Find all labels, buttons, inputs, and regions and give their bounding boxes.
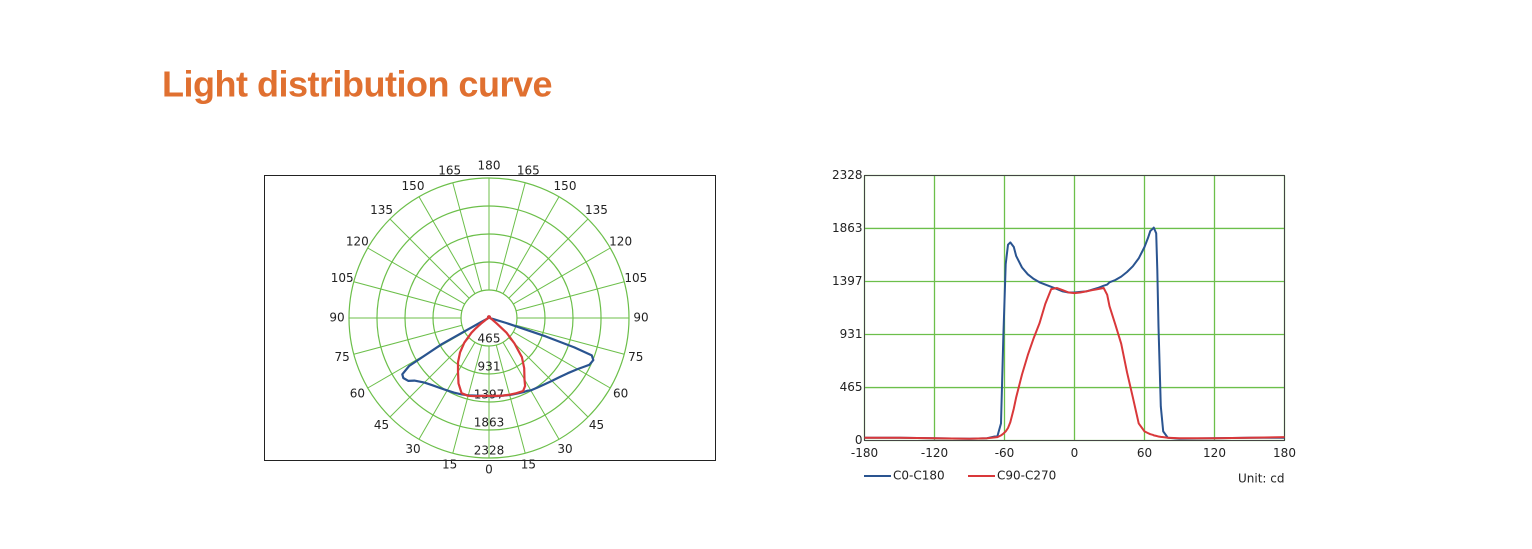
angle-tick-label: 135 [585, 203, 608, 217]
angle-tick-label: 45 [374, 418, 389, 432]
angle-tick-label: 45 [589, 418, 604, 432]
y-tick-label: 465 [840, 380, 863, 394]
x-tick-label: -180 [851, 446, 878, 460]
x-tick-label: -120 [921, 446, 948, 460]
angle-tick-label: 120 [609, 235, 632, 249]
angle-tick-label: 120 [346, 235, 369, 249]
angle-tick-label: 180 [478, 159, 501, 173]
angle-tick-label: 75 [335, 350, 350, 364]
legend-label: C0-C180 [893, 469, 945, 483]
grid-circle [432, 261, 546, 375]
annotation: Unit: cd [1238, 472, 1285, 486]
angle-tick-label: 90 [329, 311, 344, 325]
polar-curve [456, 315, 527, 398]
angle-tick-label: 90 [633, 311, 648, 325]
angle-tick-label: 15 [442, 457, 457, 471]
angle-tick-label: 75 [628, 350, 643, 364]
r-tick-label: 465 [478, 331, 501, 345]
x-tick-label: 180 [1273, 446, 1296, 460]
legend-label: C90-C270 [997, 469, 1056, 483]
angle-tick-label: 30 [405, 442, 420, 456]
x-tick-label: -60 [995, 446, 1015, 460]
grid-circle [460, 289, 518, 347]
plot-border [864, 175, 1285, 441]
angle-tick-label: 165 [517, 164, 540, 178]
angle-tick-label: 105 [331, 271, 354, 285]
angle-tick-label: 165 [438, 164, 461, 178]
r-tick-label: 2328 [474, 444, 505, 458]
x-tick-label: 0 [1071, 446, 1079, 460]
x-tick-label: 60 [1137, 446, 1152, 460]
y-tick-label: 1397 [832, 274, 863, 288]
y-tick-label: 2328 [832, 168, 863, 182]
angle-tick-label: 60 [350, 387, 365, 401]
angle-tick-label: 150 [402, 179, 425, 193]
grid-circle [348, 177, 630, 459]
r-tick-label: 1397 [474, 388, 505, 402]
grid-circle [404, 233, 574, 403]
y-tick-label: 931 [840, 327, 863, 341]
angle-tick-label: 0 [485, 463, 493, 477]
grid-circle [376, 205, 602, 431]
r-tick-label: 1863 [474, 416, 505, 430]
series-line [864, 287, 1285, 440]
polar-frame [264, 175, 716, 461]
angle-tick-label: 150 [554, 179, 577, 193]
angle-tick-label: 135 [370, 203, 393, 217]
y-tick-label: 1863 [832, 221, 863, 235]
r-tick-label: 931 [478, 359, 501, 373]
y-tick-label: 0 [855, 433, 863, 447]
angle-tick-label: 105 [624, 271, 647, 285]
angle-tick-label: 30 [557, 442, 572, 456]
angle-tick-label: 15 [521, 457, 536, 471]
polar-curve [401, 315, 595, 398]
angle-tick-label: 60 [613, 387, 628, 401]
x-tick-label: 120 [1203, 446, 1226, 460]
page-title: Light distribution curve [162, 64, 552, 105]
